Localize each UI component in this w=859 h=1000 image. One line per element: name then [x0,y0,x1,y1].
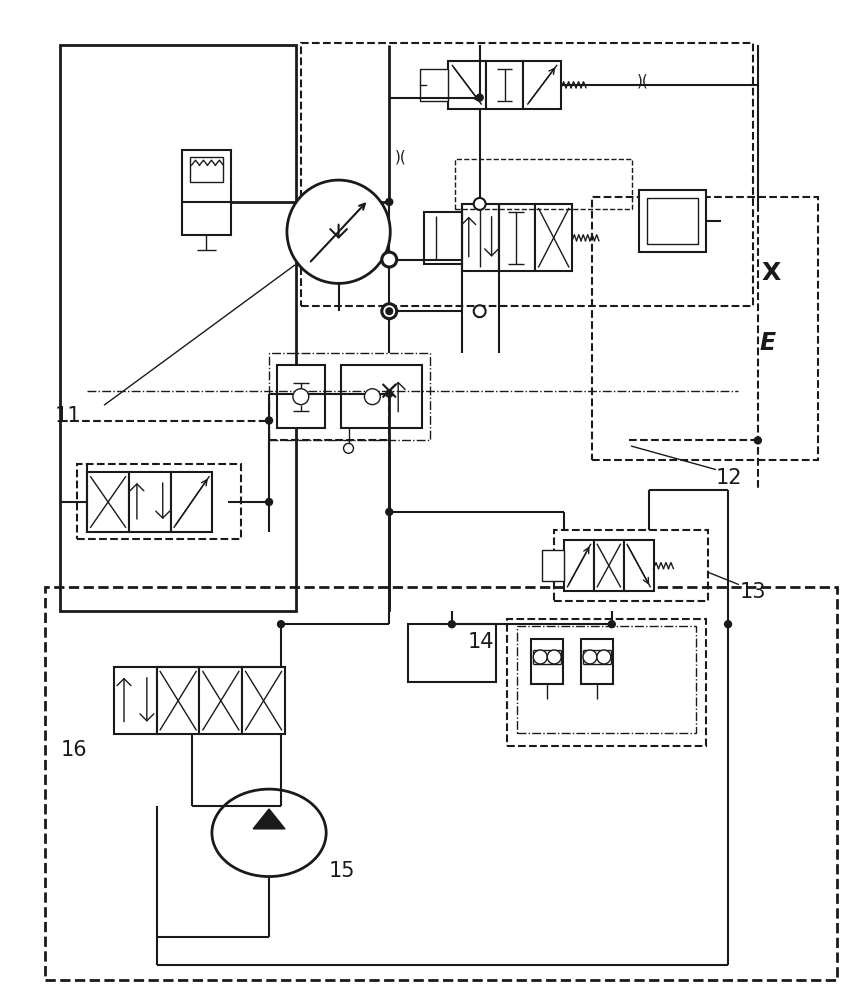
Bar [535,204,572,271]
Circle shape [386,198,393,205]
Circle shape [364,389,381,405]
Text: E: E [760,331,776,355]
Text: 16: 16 [60,740,87,760]
Circle shape [473,305,485,317]
Bar [554,530,708,601]
Text: 15: 15 [329,861,355,881]
Bar [424,212,462,264]
Bar [129,472,171,532]
Bar [45,587,838,980]
Circle shape [277,621,284,628]
Circle shape [533,650,547,664]
Circle shape [547,650,561,664]
Circle shape [476,94,483,101]
Bar [242,667,285,734]
Bar [517,626,697,733]
Text: )(: )( [637,73,649,88]
Bar [181,150,231,235]
Bar [462,204,498,271]
Bar [454,159,631,209]
Bar [498,204,535,271]
Circle shape [381,303,397,319]
Bar [157,667,199,734]
Bar [269,353,430,440]
Circle shape [448,621,455,628]
Bar [114,667,157,734]
Circle shape [382,253,396,267]
Bar [420,69,448,101]
Bar [523,61,561,109]
Text: 14: 14 [468,632,494,652]
Circle shape [265,499,272,505]
Bar [542,550,564,581]
Circle shape [583,650,597,664]
Bar [408,624,496,682]
Bar [190,157,223,182]
Circle shape [293,389,308,405]
Circle shape [344,443,354,453]
Bar [485,61,523,109]
Bar [638,190,706,252]
Bar [301,43,752,306]
Bar [199,667,242,734]
Text: 12: 12 [716,468,743,488]
Text: 13: 13 [740,582,766,602]
Bar [277,365,325,428]
Circle shape [608,621,615,628]
Bar [532,639,564,684]
Circle shape [473,198,485,210]
Circle shape [265,417,272,424]
Circle shape [382,304,396,318]
Circle shape [754,437,761,444]
Bar [508,619,706,746]
Circle shape [725,621,732,628]
Text: X: X [762,261,781,285]
Text: )(: )( [395,150,407,165]
Text: 11: 11 [54,406,81,426]
Bar [448,61,485,109]
Bar [647,198,698,244]
Circle shape [387,308,393,314]
Bar [77,464,241,539]
Bar [624,540,654,591]
Bar [592,197,819,460]
Circle shape [386,390,393,397]
Circle shape [287,180,390,283]
Bar [88,472,129,532]
Circle shape [597,650,611,664]
Bar [594,540,624,591]
Polygon shape [253,809,285,829]
Bar [171,472,212,532]
Bar [340,365,422,428]
Circle shape [381,252,397,268]
Circle shape [386,508,393,515]
Bar [564,540,594,591]
Bar [60,45,295,611]
Bar [581,639,612,684]
